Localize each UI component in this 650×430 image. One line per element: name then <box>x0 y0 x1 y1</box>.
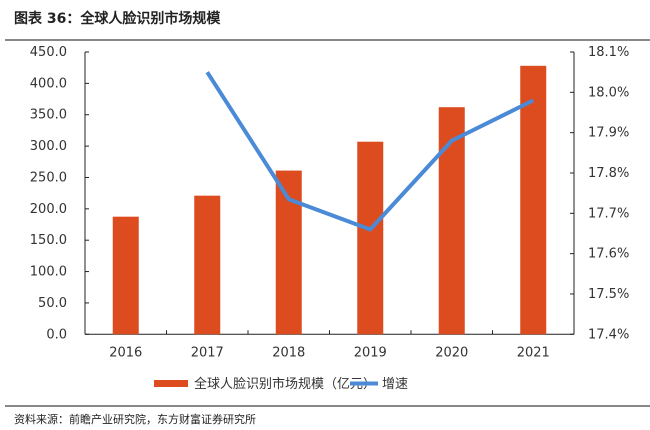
source-note: 资料来源：前瞻产业研究院，东方财富证券研究所 <box>14 413 256 426</box>
x-tick-label: 2020 <box>435 345 468 360</box>
left-tick-label: 350.0 <box>30 108 67 123</box>
right-tick-label: 18.0% <box>588 85 629 100</box>
x-tick-label: 2018 <box>272 345 305 360</box>
left-tick-label: 150.0 <box>30 233 67 248</box>
left-tick-label: 200.0 <box>30 202 67 217</box>
right-tick-label: 17.4% <box>588 327 629 342</box>
legend-label-bar: 全球人脸识别市场规模（亿元） <box>194 376 376 392</box>
right-tick-label: 17.7% <box>588 206 629 221</box>
right-tick-label: 17.8% <box>588 166 629 181</box>
legend-swatch-bar <box>154 380 188 387</box>
left-tick-label: 250.0 <box>30 170 67 185</box>
right-tick-label: 17.9% <box>588 126 629 141</box>
right-tick-label: 18.1% <box>588 45 629 60</box>
figure-title: 图表 36：全球人脸识别市场规模 <box>14 11 221 27</box>
left-tick-label: 300.0 <box>30 139 67 154</box>
left-tick-label: 400.0 <box>30 76 67 91</box>
left-tick-label: 100.0 <box>30 265 67 280</box>
left-tick-label: 450.0 <box>30 45 67 60</box>
x-tick-label: 2021 <box>517 345 550 360</box>
left-tick-label: 50.0 <box>38 296 67 311</box>
bar <box>357 141 384 335</box>
bar <box>275 170 302 335</box>
bottom-divider <box>5 405 650 407</box>
legend-label-line: 增速 <box>382 377 408 392</box>
x-tick-label: 2019 <box>354 345 387 360</box>
bar <box>520 65 547 335</box>
right-tick-label: 17.6% <box>588 247 629 262</box>
x-tick-label: 2016 <box>109 345 142 360</box>
top-divider <box>5 39 650 41</box>
bar <box>112 216 139 335</box>
bar <box>194 195 221 335</box>
right-tick-label: 17.5% <box>588 287 629 302</box>
left-tick-label: 0.0 <box>46 327 67 342</box>
x-tick-label: 2017 <box>191 345 224 360</box>
bar <box>438 107 465 335</box>
